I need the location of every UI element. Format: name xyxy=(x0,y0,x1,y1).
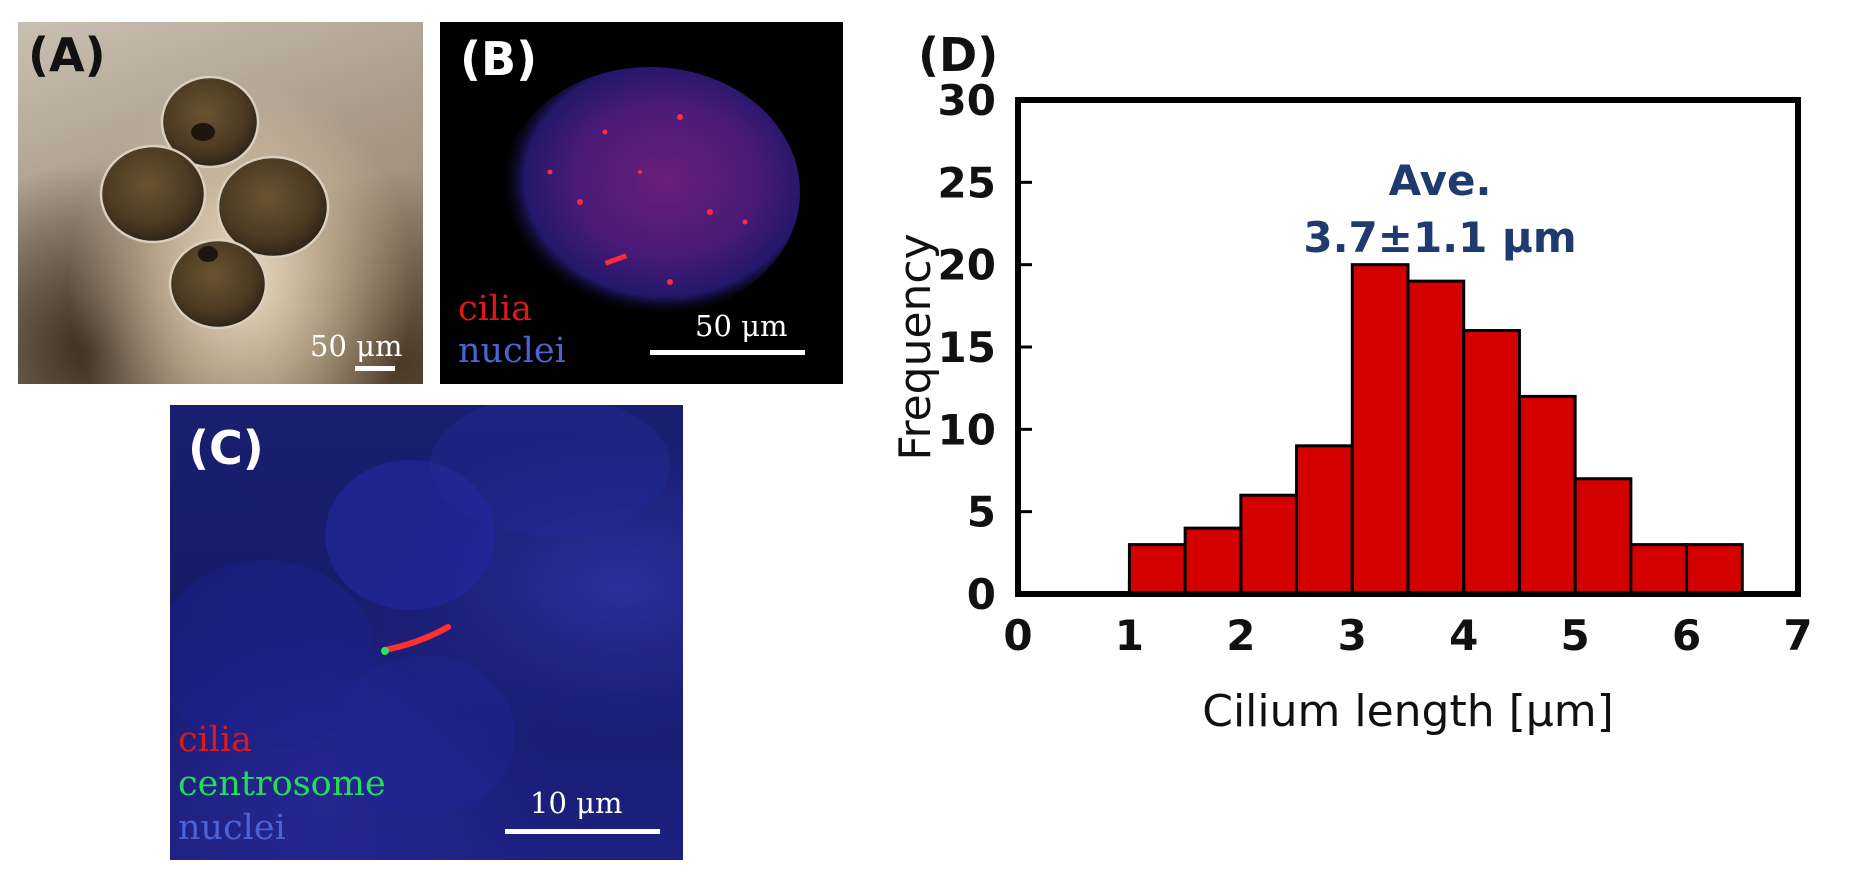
histogram-bar-5 xyxy=(1406,279,1466,596)
x-tick-label-4: 4 xyxy=(1449,611,1478,660)
panel-a-label: (A) xyxy=(28,28,106,82)
x-tick-label-1: 1 xyxy=(1115,611,1144,660)
panel-c-legend-nuclei: nuclei xyxy=(178,808,286,848)
panel-c-scale-bar xyxy=(505,829,660,834)
cilium-closeup-image xyxy=(170,405,670,815)
y-axis-label: Frequency xyxy=(890,233,941,460)
histogram-bar-6 xyxy=(1462,329,1521,596)
y-tick-label-6: 30 xyxy=(938,76,996,125)
y-axis-ticks: 0 5 10 15 20 25 30 xyxy=(938,76,1032,619)
y-tick-label-0: 0 xyxy=(967,570,996,619)
panel-c-label: (C) xyxy=(188,421,264,475)
centrosome-mark xyxy=(381,647,389,655)
x-tick-label-0: 0 xyxy=(1003,611,1032,660)
annotation-average-value: 3.7±1.1 μm xyxy=(1303,213,1576,262)
aggregate-bottom xyxy=(168,238,268,330)
x-axis-ticks: 0 1 2 3 4 5 6 7 xyxy=(1003,580,1813,660)
panel-b-scale-label: 50 μm xyxy=(695,309,788,343)
panel-a-micrograph: (A) 50 μm xyxy=(18,22,423,384)
histogram-bar-1 xyxy=(1183,526,1243,596)
histogram-bar-8 xyxy=(1573,477,1633,596)
panel-c-legend-cilia: cilia xyxy=(178,720,253,760)
x-tick-label-6: 6 xyxy=(1672,611,1701,660)
y-tick-label-4: 20 xyxy=(938,241,996,290)
histogram-bar-3 xyxy=(1295,444,1354,596)
y-tick-label-2: 10 xyxy=(938,405,996,454)
panel-a-scale-bar xyxy=(355,366,395,371)
histogram-bar-7 xyxy=(1517,394,1577,596)
aggregate-right xyxy=(216,155,330,259)
cilium-length-histogram: 0 5 10 15 20 25 30 0 1 2 3 4 5 6 7 Cilium length [μm]… xyxy=(890,76,1813,737)
panel-d-label: (D) xyxy=(918,28,999,82)
cilium-mark xyxy=(382,624,451,653)
x-tick-label-7: 7 xyxy=(1783,611,1812,660)
histogram-bar-9 xyxy=(1629,543,1689,596)
aggregate-top xyxy=(160,75,260,169)
histogram-bars xyxy=(1127,263,1744,596)
annotation-average-label: Ave. xyxy=(1389,156,1492,205)
panel-c-legend-centrosome: centrosome xyxy=(178,764,386,804)
cell-aggregate-image xyxy=(99,75,330,330)
histogram-bar-4 xyxy=(1350,263,1410,596)
y-tick-label-5: 25 xyxy=(938,158,996,207)
histogram-bar-2 xyxy=(1239,493,1299,596)
panel-b-legend-nuclei: nuclei xyxy=(458,331,566,371)
x-axis-label: Cilium length [μm] xyxy=(1202,686,1614,737)
panel-c-micrograph: (C) cilia centrosome nuclei 10 μm xyxy=(170,405,683,860)
panel-b-label: (B) xyxy=(460,32,538,86)
panel-b-micrograph: (B) cilia nuclei 50 μm xyxy=(440,22,843,384)
y-tick-label-3: 15 xyxy=(938,323,996,372)
panel-c-scale-label: 10 μm xyxy=(530,786,623,820)
histogram-bar-10 xyxy=(1685,543,1744,596)
y-tick-label-1: 5 xyxy=(967,488,996,537)
panel-b-scale-bar xyxy=(650,350,805,355)
panel-a-scale-label: 50 μm xyxy=(310,329,403,363)
panel-b-legend-cilia: cilia xyxy=(458,289,533,329)
spheroid-fluorescence-image xyxy=(500,67,800,317)
histogram-bar-0 xyxy=(1127,543,1187,596)
x-tick-label-5: 5 xyxy=(1561,611,1590,660)
x-tick-label-2: 2 xyxy=(1226,611,1255,660)
x-tick-label-3: 3 xyxy=(1338,611,1367,660)
aggregate-left xyxy=(99,144,207,244)
